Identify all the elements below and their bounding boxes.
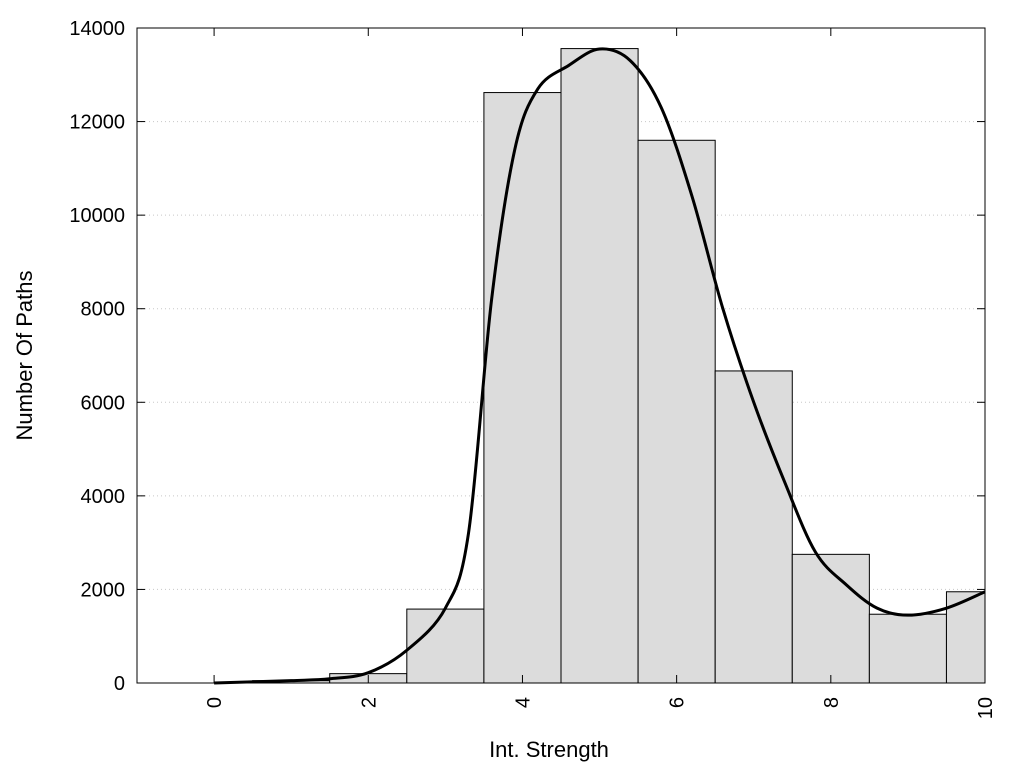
y-tick-label: 8000	[81, 299, 126, 321]
x-tick-label: 4	[512, 697, 534, 708]
plot-frame	[136, 27, 986, 684]
bars-layer	[252, 48, 986, 684]
y-axis-title: Number Of Paths	[12, 271, 37, 441]
x-tick-label: 8	[821, 697, 843, 708]
histogram-bar	[406, 608, 485, 684]
x-ticks: 0 2 4 6 8 10	[204, 28, 997, 719]
y-tick-label: 4000	[81, 486, 126, 508]
x-axis-title: Int. Strength	[489, 737, 609, 762]
histogram-bar	[637, 139, 716, 684]
histogram-bar	[791, 553, 870, 684]
y-ticks: 0 2000 4000 6000 8000 10000 12000 14000	[69, 18, 985, 695]
histogram-bar	[483, 92, 562, 684]
y-tick-label: 6000	[81, 392, 126, 414]
histogram-bar	[714, 370, 793, 684]
fit-curve	[214, 47, 986, 685]
x-tick-label: 0	[204, 697, 226, 708]
y-tick-label: 12000	[69, 112, 125, 134]
y-tick-label: 2000	[81, 579, 126, 601]
y-tick-label: 10000	[69, 205, 125, 227]
histogram-bar	[560, 48, 639, 684]
histogram-bar	[868, 613, 947, 684]
x-tick-label: 6	[667, 697, 689, 708]
curve-layer	[214, 47, 986, 685]
x-tick-label: 10	[975, 697, 997, 719]
y-tick-label: 14000	[69, 18, 125, 40]
y-tick-label: 0	[114, 673, 125, 695]
x-tick-label: 2	[358, 697, 380, 708]
